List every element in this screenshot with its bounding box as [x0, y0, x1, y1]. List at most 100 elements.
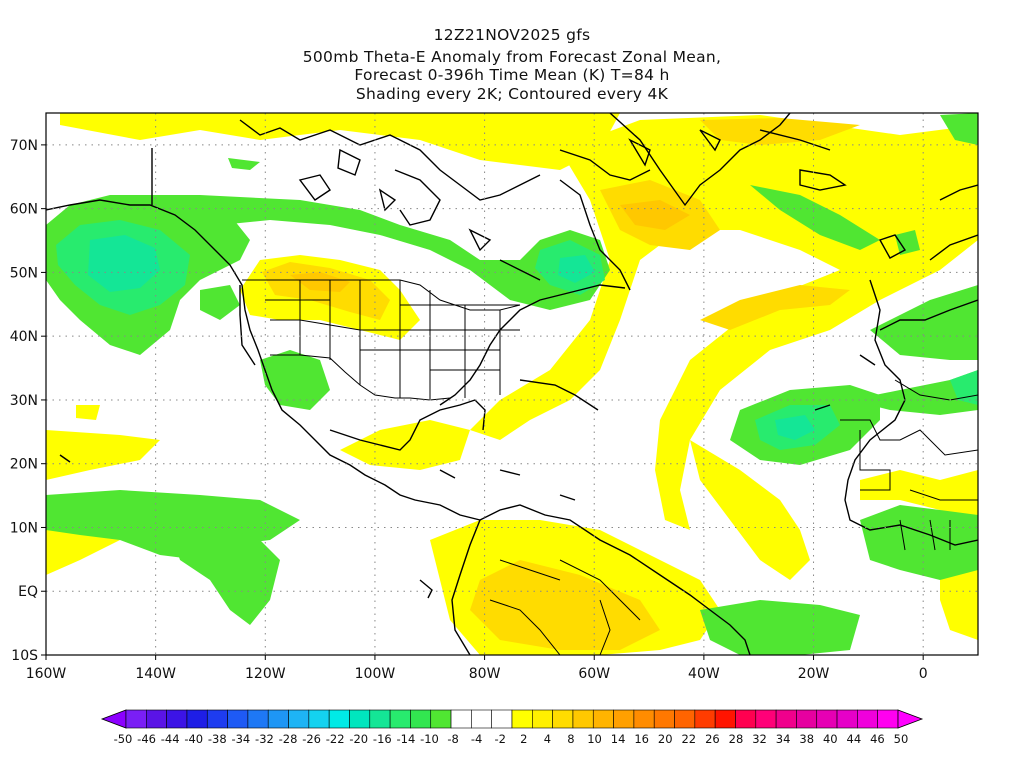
title-forecast-period: Forecast 0-396h Time Mean (K) T=84 h	[354, 66, 670, 84]
lon-tick-label: 120W	[245, 666, 286, 682]
lat-tick-label: 10S	[11, 648, 38, 664]
colorbar-swatch	[389, 709, 411, 729]
colorbar	[100, 709, 924, 729]
lat-tick-label: EQ	[18, 584, 38, 600]
colorbar-swatch	[186, 709, 208, 729]
colorbar-label: 38	[799, 732, 814, 746]
colorbar-swatch	[613, 709, 635, 729]
shading-orange-dark	[290, 200, 690, 292]
axis-labels: 160W 140W 120W 100W 80W 60W 40W 20W 0 10S EQ 10N 20N…	[10, 138, 928, 682]
lon-tick-label: 20W	[798, 666, 830, 682]
shading-teal	[88, 235, 815, 440]
colorbar-label: -20	[349, 732, 368, 746]
title-run-info: 12Z21NOV2025 gfs	[433, 26, 591, 44]
colorbar-swatch	[166, 709, 188, 729]
colorbar-swatch	[592, 709, 614, 729]
colorbar-label: 22	[681, 732, 696, 746]
title-shading-info: Shading every 2K; Contoured every 4K	[355, 85, 669, 103]
colorbar-swatch	[146, 709, 167, 729]
colorbar-swatch	[694, 709, 716, 729]
lon-tick-label: 40W	[688, 666, 720, 682]
colorbar-swatch	[877, 709, 899, 729]
colorbar-label: 14	[611, 732, 626, 746]
colorbar-swatch	[633, 709, 655, 729]
colorbar-swatch	[227, 709, 249, 729]
colorbar-swatch	[125, 709, 147, 729]
colorbar-label: 34	[776, 732, 791, 746]
colorbar-swatch	[206, 709, 228, 729]
lat-tick-label: 60N	[10, 202, 38, 218]
colorbar-swatch	[653, 709, 675, 729]
colorbar-max-arrow	[897, 709, 924, 729]
colorbar-swatch	[857, 709, 878, 729]
colorbar-label: -16	[373, 732, 392, 746]
colorbar-swatch	[674, 709, 696, 729]
lon-tick-label: 140W	[135, 666, 176, 682]
lon-tick-label: 160W	[26, 666, 67, 682]
colorbar-swatch	[775, 709, 797, 729]
lat-tick-label: 40N	[10, 329, 38, 345]
colorbar-swatch	[267, 709, 289, 729]
title-variable: 500mb Theta-E Anomaly from Forecast Zona…	[302, 48, 722, 66]
colorbar-label: 50	[894, 732, 909, 746]
colorbar-label: 20	[658, 732, 673, 746]
colorbar-label: 46	[870, 732, 885, 746]
colorbar-swatch	[450, 709, 472, 729]
colorbar-label: -4	[471, 732, 482, 746]
colorbar-label: 26	[705, 732, 720, 746]
colorbar-label: -2	[494, 732, 505, 746]
colorbar-swatch	[349, 709, 371, 729]
colorbar-swatch	[328, 709, 350, 729]
colorbar-swatch	[491, 709, 513, 729]
colorbar-label: -28	[279, 732, 298, 746]
colorbar-label: -50	[114, 732, 133, 746]
colorbar-swatch	[511, 709, 533, 729]
colorbar-label: -34	[231, 732, 250, 746]
colorbar-label: -8	[447, 732, 458, 746]
colorbar-label: -26	[302, 732, 321, 746]
colorbar-label: 10	[587, 732, 602, 746]
colorbar-swatch	[796, 709, 818, 729]
map-frame	[45, 112, 979, 656]
colorbar-label: -22	[326, 732, 345, 746]
colorbar-swatch	[308, 709, 330, 729]
colorbar-label: -38	[208, 732, 227, 746]
colorbar-label: 8	[567, 732, 574, 746]
colorbar-swatch	[471, 709, 492, 729]
colorbar-swatch	[836, 709, 858, 729]
colorbar-label: 32	[752, 732, 767, 746]
colorbar-label: 16	[634, 732, 649, 746]
lon-tick-label: 60W	[578, 666, 610, 682]
lat-tick-label: 30N	[10, 393, 38, 409]
colorbar-label: -10	[420, 732, 439, 746]
colorbar-label: -44	[161, 732, 180, 746]
colorbar-swatch	[755, 709, 777, 729]
colorbar-swatch	[735, 709, 757, 729]
lat-tick-label: 20N	[10, 457, 38, 473]
lat-tick-label: 50N	[10, 265, 38, 281]
colorbar-swatch	[430, 709, 452, 729]
map-plot-area	[46, 113, 978, 655]
axis-ticks	[41, 144, 924, 660]
colorbar-label: 40	[823, 732, 838, 746]
colorbar-swatch	[816, 709, 838, 729]
coastlines	[46, 113, 978, 655]
political-borders	[242, 279, 978, 655]
colorbar-label: 4	[544, 732, 551, 746]
colorbar-swatch	[369, 709, 391, 729]
colorbar-labels: -50 -46 -44 -40 -38 -34 -32 -28 -26 -22 -20 -16 -14-…	[114, 732, 909, 746]
colorbar-swatch	[572, 709, 594, 729]
colorbar-swatch	[714, 709, 736, 729]
shading-yellow	[46, 113, 978, 655]
colorbar-swatch	[410, 709, 432, 729]
colorbar-label: -14	[397, 732, 416, 746]
colorbar-label: 44	[847, 732, 862, 746]
colorbar-label: -40	[184, 732, 203, 746]
colorbar-label: -32	[255, 732, 274, 746]
colorbar-swatch	[552, 709, 574, 729]
lon-tick-label: 100W	[355, 666, 396, 682]
colorbar-swatch	[532, 709, 553, 729]
colorbar-label: -46	[137, 732, 156, 746]
colorbar-min-arrow	[100, 709, 127, 729]
